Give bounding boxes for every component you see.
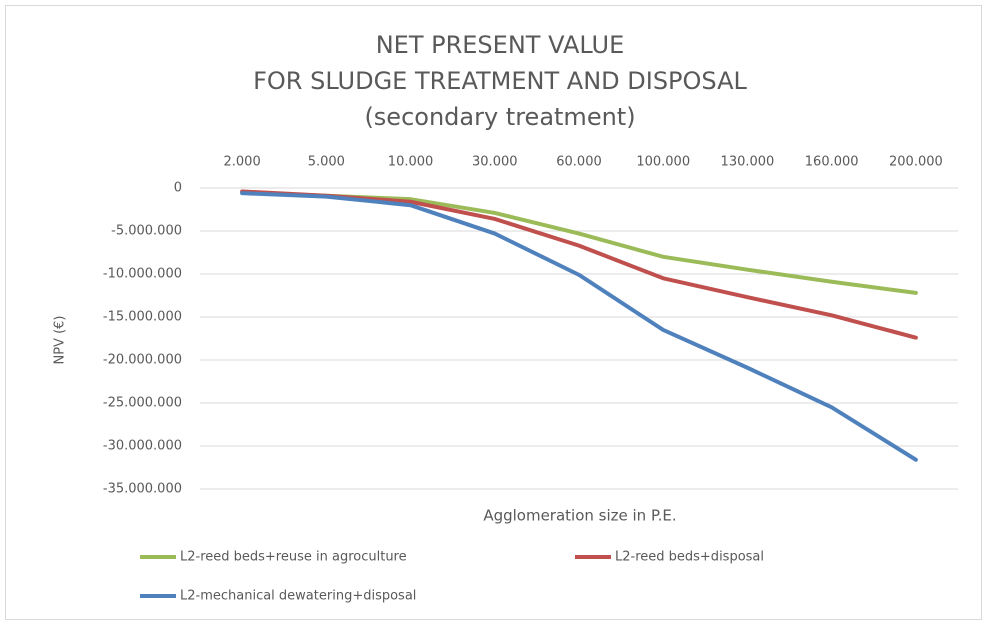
legend-label: L2-reed beds+reuse in agroculture xyxy=(180,550,407,565)
x-tick-label: 10.000 xyxy=(388,155,434,170)
x-tick-label: 130.000 xyxy=(721,155,775,170)
x-tick-label: 200.000 xyxy=(889,155,943,170)
y-tick-label: -35.000.000 xyxy=(103,482,182,497)
x-tick-label: 5.000 xyxy=(308,155,345,170)
y-tick-label: -20.000.000 xyxy=(103,353,182,368)
chart-title: NET PRESENT VALUE xyxy=(376,31,625,59)
legend-label: L2-reed beds+disposal xyxy=(615,550,764,565)
series-line xyxy=(240,191,918,462)
y-tick-label: 0 xyxy=(174,181,182,196)
x-tick-label: 60.000 xyxy=(556,155,602,170)
y-axis-label: NPV (€) xyxy=(53,315,68,364)
x-tick-label: 2.000 xyxy=(224,155,261,170)
y-tick-label: -10.000.000 xyxy=(103,267,182,282)
y-tick-label: -30.000.000 xyxy=(103,439,182,454)
x-tick-label: 30.000 xyxy=(472,155,518,170)
x-axis-label: Agglomeration size in P.E. xyxy=(483,507,676,525)
y-tick-label: -5.000.000 xyxy=(111,224,182,239)
x-tick-label: 100.000 xyxy=(636,155,690,170)
legend-label: L2-mechanical dewatering+disposal xyxy=(180,589,416,604)
x-tick-label: 160.000 xyxy=(805,155,859,170)
y-tick-label: -15.000.000 xyxy=(103,310,182,325)
chart-title: FOR SLUDGE TREATMENT AND DISPOSAL xyxy=(253,67,747,95)
chart-title: (secondary treatment) xyxy=(364,103,635,131)
y-tick-label: -25.000.000 xyxy=(103,396,182,411)
